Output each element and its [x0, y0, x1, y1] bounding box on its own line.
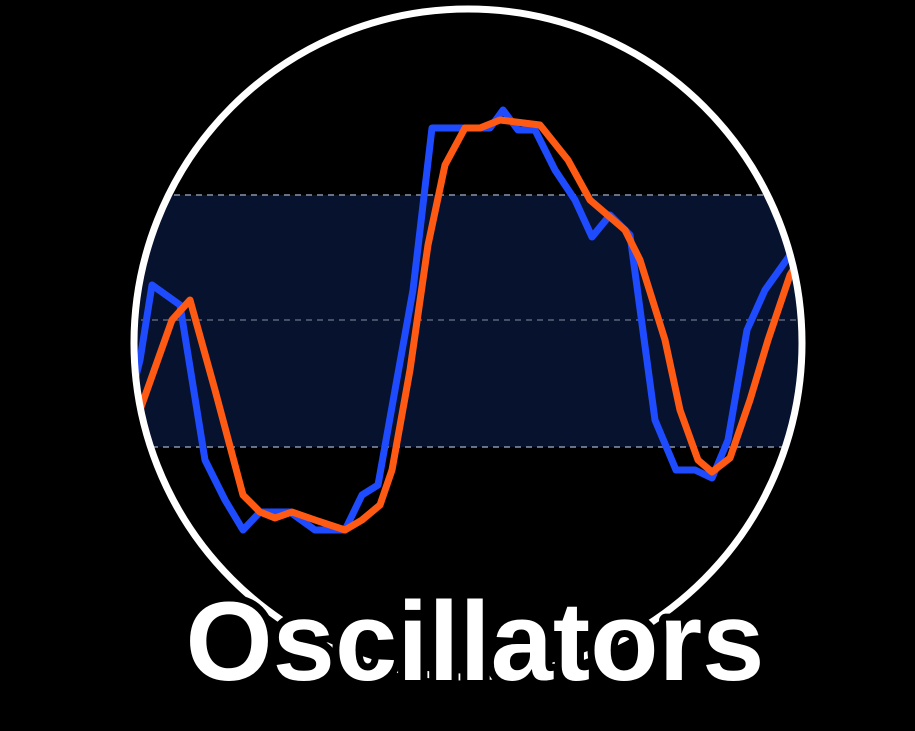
title: Oscillators — [186, 579, 765, 704]
chart-area — [134, 106, 802, 534]
orange-line — [134, 116, 802, 534]
band — [134, 195, 802, 447]
ring — [130, 5, 806, 681]
